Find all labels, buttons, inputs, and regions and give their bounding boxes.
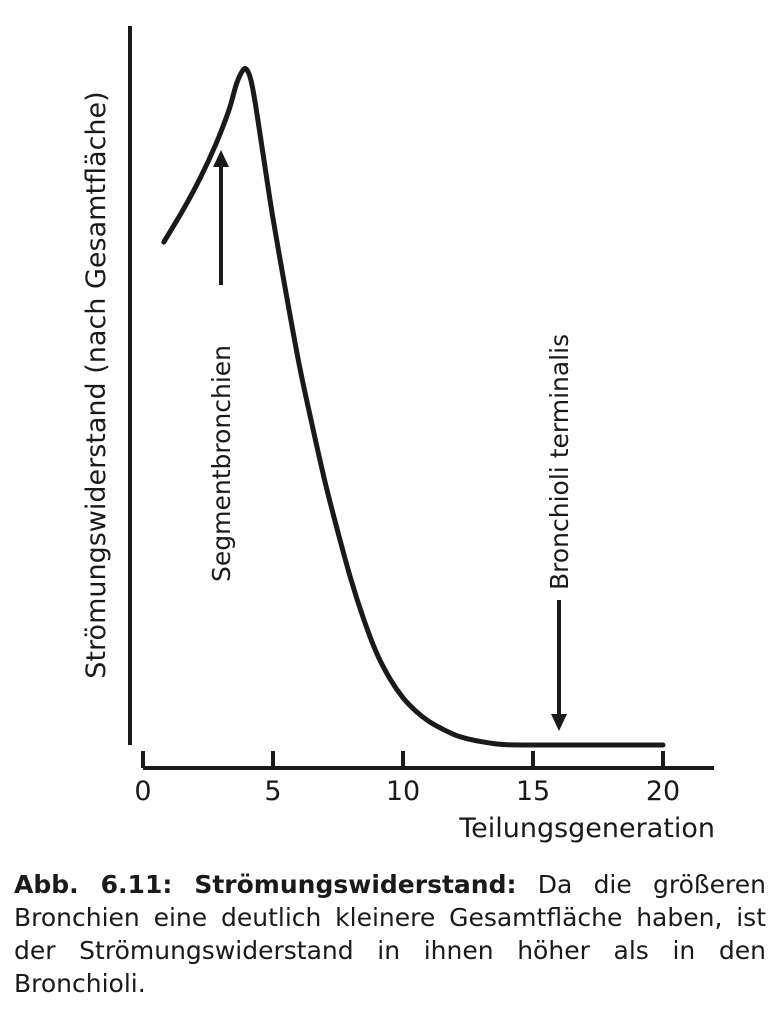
chart: 0 5 10 15 20 Strömungswiderstand (nach Gesam… xyxy=(81,26,715,844)
x-tick-label: 15 xyxy=(516,776,550,807)
x-tick-label: 10 xyxy=(386,776,420,807)
x-tick-label: 20 xyxy=(646,776,680,807)
caption-text: Da die größeren Bronchien eine deutlich … xyxy=(14,870,766,998)
x-tick-label: 0 xyxy=(134,776,151,807)
caption-label: Abb. 6.11: Strömungswiderstand: xyxy=(14,870,517,899)
y-axis-title: Strömungswiderstand (nach Gesamtfläche) xyxy=(81,91,112,678)
x-ticks xyxy=(141,751,665,768)
figure-caption: Abb. 6.11: Strömungswiderstand: Da die g… xyxy=(14,868,766,1000)
x-tick-label: 5 xyxy=(264,776,281,807)
annotations: Segmentbronchien Bronchioli terminalis xyxy=(207,150,574,731)
bronchioli-terminalis-label: Bronchioli terminalis xyxy=(545,334,574,590)
x-tick-labels: 0 5 10 15 20 xyxy=(134,776,680,807)
bronchioli-arrow xyxy=(551,600,567,731)
x-axis-title: Teilungsgeneration xyxy=(458,813,715,844)
segmentbronchien-arrow xyxy=(213,150,229,285)
segmentbronchien-label: Segmentbronchien xyxy=(207,345,236,582)
series-line xyxy=(161,66,666,748)
